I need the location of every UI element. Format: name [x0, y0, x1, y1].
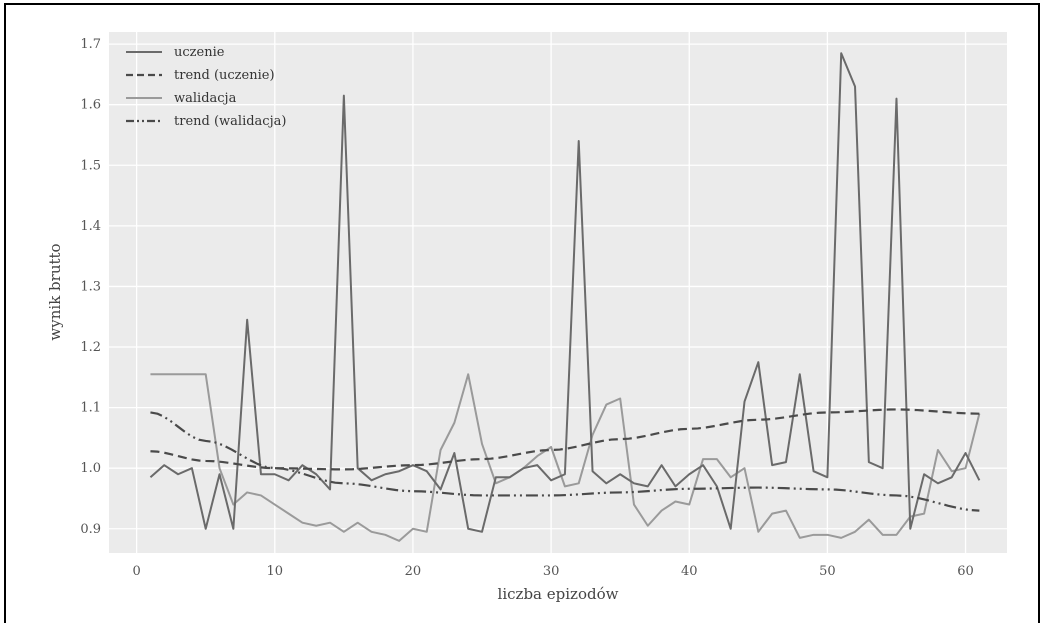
chart-frame: 0 10 20 30 40 50 60 0.9 1.0 1.1 1.2 1.3 1.4 1.5 1.6 1.… — [4, 3, 1040, 623]
x-axis-label: liczba epizodów — [498, 585, 619, 603]
legend: uczenie trend (uczenie) walidacja trend (wa… — [126, 45, 286, 129]
y-tick-label: 1.6 — [80, 98, 101, 113]
x-tick-label: 50 — [819, 564, 836, 579]
y-tick-label: 0.9 — [80, 522, 101, 537]
y-tick-label: 1.3 — [80, 279, 101, 294]
y-tick-label: 1.2 — [80, 340, 101, 355]
series-line-walidacja — [150, 373, 981, 542]
x-tick-label: 0 — [132, 564, 140, 579]
series-line-uczenie — [149, 52, 981, 533]
y-tick-labels: 0.9 1.0 1.1 1.2 1.3 1.4 1.5 1.6 1.7 — [80, 37, 101, 537]
line-chart: 0 10 20 30 40 50 60 0.9 1.0 1.1 1.2 1.3 1.4 1.5 1.6 1.… — [46, 32, 1007, 603]
x-tick-label: 30 — [543, 564, 560, 579]
plot-background — [109, 32, 1007, 553]
x-tick-label: 60 — [957, 564, 974, 579]
legend-entry: walidacja — [174, 91, 237, 106]
legend-entry: trend (uczenie) — [174, 68, 275, 83]
series-lines — [149, 52, 981, 542]
legend-entry: uczenie — [174, 45, 225, 60]
y-axis-label: wynik brutto — [46, 243, 64, 340]
x-tick-labels: 0 10 20 30 40 50 60 — [132, 564, 973, 579]
y-tick-label: 1.0 — [80, 461, 101, 476]
legend-entry: trend (walidacja) — [174, 114, 286, 129]
x-tick-label: 20 — [405, 564, 422, 579]
x-tick-label: 40 — [681, 564, 698, 579]
y-tick-label: 1.1 — [80, 401, 101, 416]
y-tick-label: 1.5 — [80, 158, 101, 173]
x-tick-label: 10 — [267, 564, 284, 579]
y-tick-label: 1.4 — [80, 219, 101, 234]
y-tick-label: 1.7 — [80, 37, 101, 52]
